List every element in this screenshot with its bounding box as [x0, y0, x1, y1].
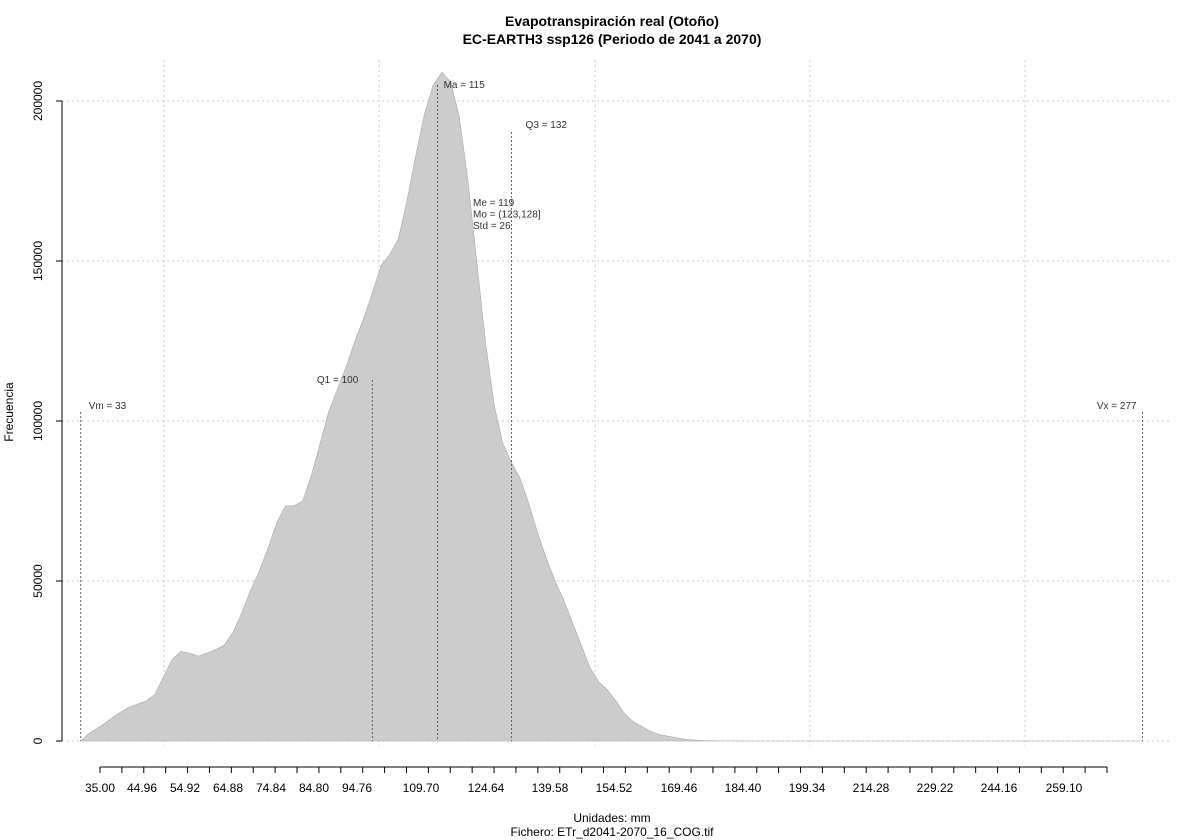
x-tick-label: 199.34: [789, 781, 826, 795]
x-tick-label: 124.64: [468, 781, 505, 795]
x-tick-label: 109.70: [403, 781, 440, 795]
x-tick-label: 229.22: [917, 781, 954, 795]
x-tick-label: 94.76: [342, 781, 372, 795]
y-tick-label: 0: [31, 737, 45, 744]
annotation-lines: [80, 85, 1143, 741]
x-tick-label: 244.16: [981, 781, 1018, 795]
x-tick-label: 184.40: [725, 781, 762, 795]
y-tick-label: 150000: [31, 241, 45, 281]
x-tick-label: 154.52: [596, 781, 633, 795]
density-area: [79, 71, 1143, 742]
x-tick-label: 169.46: [661, 781, 698, 795]
x-tick-label: 84.80: [299, 781, 329, 795]
x-tick-label: 64.88: [213, 781, 243, 795]
x-tick-label: 139.58: [532, 781, 569, 795]
stats-label: Me = 119: [473, 198, 515, 209]
stats-label: Mo = (123,128]: [473, 210, 541, 221]
x-tick-label: 74.84: [256, 781, 286, 795]
x-tick-label: 259.10: [1046, 781, 1083, 795]
y-tick-label: 100000: [31, 401, 45, 441]
x-tick-label: 54.92: [170, 781, 200, 795]
annotation-label: Vm = 33: [89, 401, 127, 412]
y-tick-label: 50000: [31, 564, 45, 598]
chart-subtitle: EC-EARTH3 ssp126 (Periodo de 2041 a 2070…: [463, 31, 762, 47]
x-axis-label: Unidades: mm: [573, 811, 650, 825]
annotation-label: Q1 = 100: [317, 375, 359, 386]
x-tick-label: 214.28: [853, 781, 890, 795]
density-area-layer: [79, 71, 1143, 742]
annotation-label: Q3 = 132: [526, 120, 568, 131]
x-tick-label: 44.96: [127, 781, 157, 795]
chart-title: Evapotranspiración real (Otoño): [505, 13, 719, 29]
y-axis-label: Frecuencia: [2, 382, 16, 442]
annotation-label: Ma = 115: [444, 80, 486, 91]
y-tick-label: 200000: [31, 81, 45, 121]
axes: [56, 100, 1108, 773]
annotation-label: Vx = 277: [1097, 401, 1137, 412]
file-label: Fichero: ETr_d2041-2070_16_COG.tif: [511, 825, 715, 839]
text-labels: 0 50000 100000 150000 200000 35.00 44.96 54.92 6…: [31, 80, 1137, 795]
x-tick-label: 35.00: [85, 781, 115, 795]
stats-label: Std = 26: [473, 221, 511, 232]
